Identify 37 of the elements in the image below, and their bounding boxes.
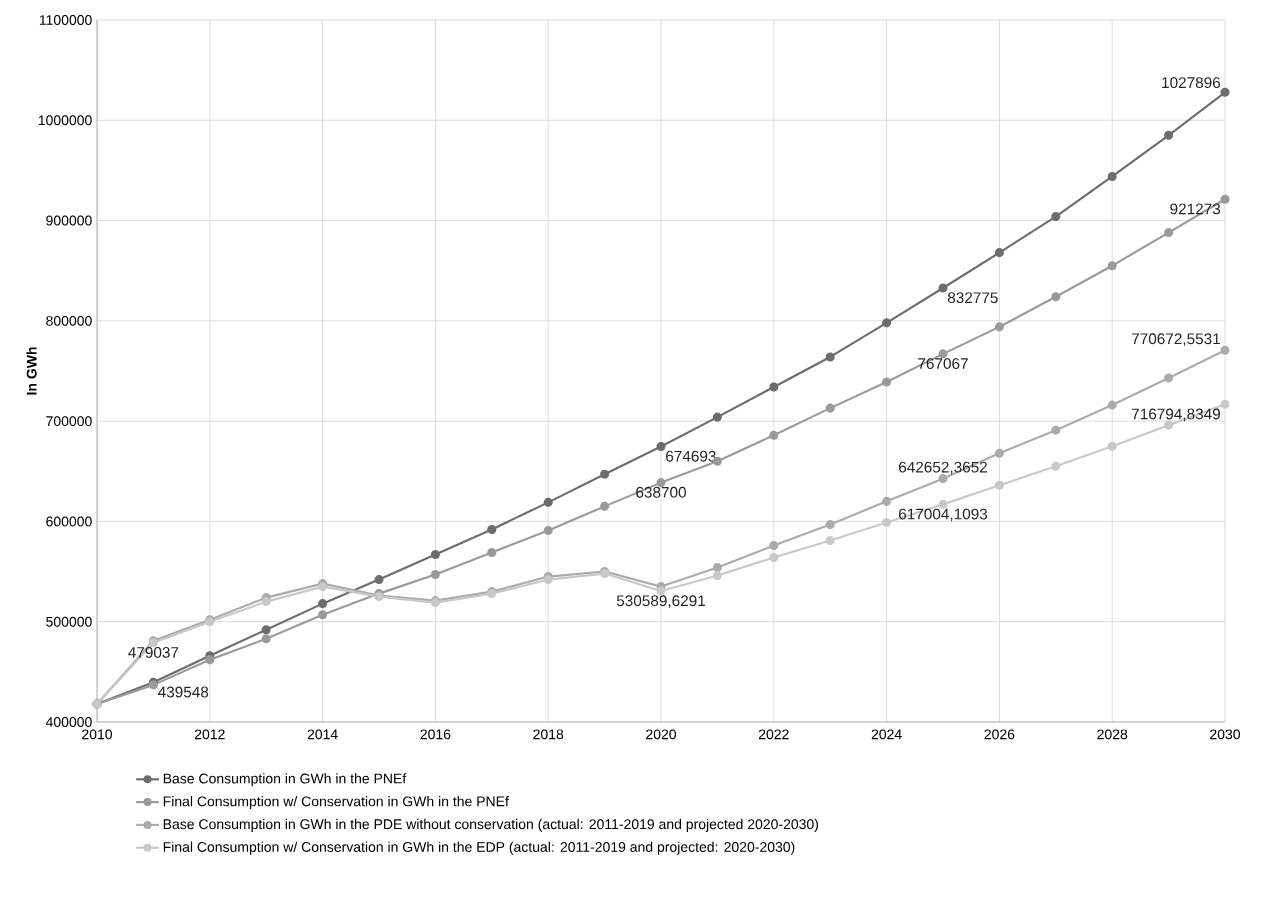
- data-label: 767067: [918, 358, 968, 369]
- x-tick-label: 2020: [646, 729, 677, 740]
- legend-label: Final Consumption w/ Conservation in GWh in the EDP (actual: 2011-2019 and projected: 2020-2030): [163, 841, 795, 855]
- x-tick-label: 2030: [1210, 729, 1241, 740]
- y-axis-title: In GWh: [26, 347, 37, 395]
- data-label: 638700: [636, 486, 686, 498]
- data-label: 674693: [666, 450, 716, 462]
- x-tick-label: 2022: [758, 729, 789, 740]
- data-label: 617004,1093: [899, 508, 988, 522]
- y-tick-label: 900000: [46, 215, 92, 226]
- data-label: 832775: [947, 292, 998, 304]
- x-tick-label: 2024: [871, 729, 902, 740]
- y-tick-label: 800000: [46, 315, 92, 326]
- y-tick-label: 400000: [45, 717, 92, 727]
- y-tick-label: 700000: [46, 416, 92, 427]
- x-tick-label: 2026: [984, 729, 1015, 740]
- data-label: 1027896: [1162, 77, 1221, 89]
- y-tick-label: 1100000: [39, 15, 92, 25]
- x-tick-label: 2014: [307, 729, 338, 740]
- x-tick-label: 2018: [533, 729, 564, 740]
- y-tick-label: 500000: [46, 616, 92, 627]
- data-label: 479037: [128, 646, 179, 658]
- x-tick-label: 2028: [1097, 729, 1128, 740]
- legend-label: Base Consumption in GWh in the PDE without conservation (actual: 2011-2019 and projected 2020-2030): [163, 818, 818, 832]
- data-label: 439548: [158, 686, 209, 698]
- data-label: 770672,5531: [1132, 333, 1220, 346]
- x-tick-label: 2010: [82, 729, 113, 740]
- x-tick-label: 2016: [420, 729, 451, 740]
- y-tick-label: 600000: [46, 516, 92, 527]
- data-label: 642652,3652: [899, 461, 987, 475]
- legend-label: Base Consumption in GWh in the PNEf: [163, 773, 407, 787]
- data-label: 530589,6291: [616, 595, 706, 608]
- data-label: 921273: [1170, 203, 1221, 215]
- x-tick-label: 2012: [194, 729, 225, 740]
- data-label: 716794,8349: [1132, 408, 1220, 422]
- legend-label: Final Consumption w/ Conservation in GWh in the PNEf: [163, 796, 509, 810]
- y-tick-label: 1000000: [38, 115, 92, 126]
